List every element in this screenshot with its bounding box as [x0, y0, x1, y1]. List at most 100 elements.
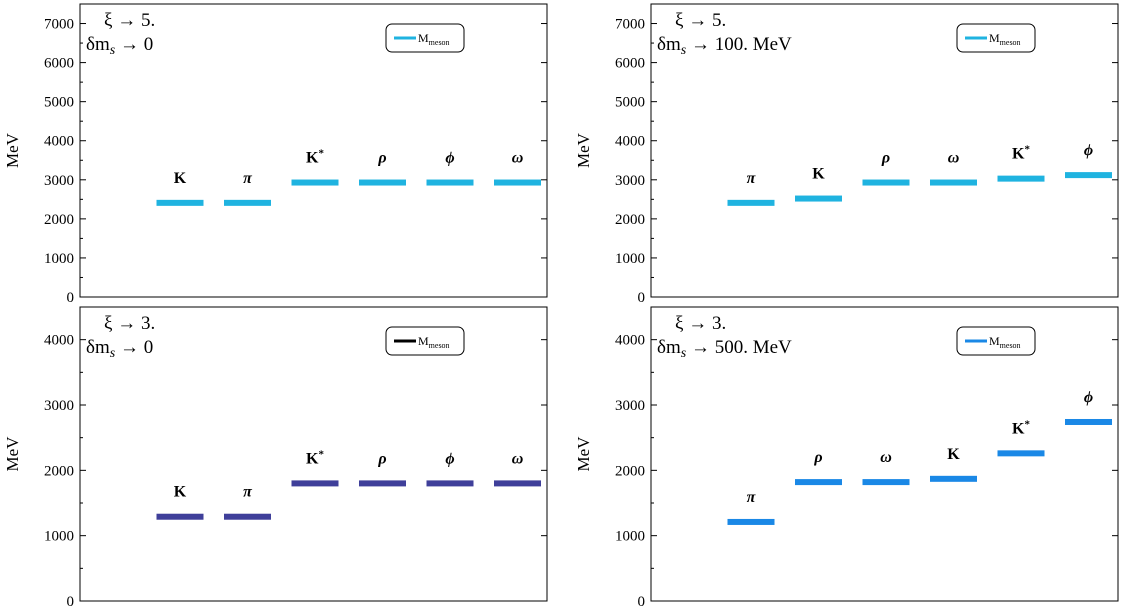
param-delta-ms: δms → 0 — [86, 34, 153, 58]
panel-1: 0 1000 2000 3000 4000 5000 6000 7000 MeV ξ → 5. δm… — [3, 3, 548, 306]
level-bar — [426, 179, 474, 186]
legend-label: Mmeson — [989, 31, 1021, 47]
y-tick-label: 3000 — [44, 173, 74, 189]
category-label: K* — [1012, 144, 1030, 163]
y-tick-label: 2000 — [44, 463, 74, 479]
category-label: ϕ — [1084, 389, 1093, 406]
y-tick-label: 1000 — [44, 529, 74, 545]
category-label: K* — [306, 448, 324, 467]
legend-label: Mmeson — [418, 31, 450, 47]
category-label: K — [174, 170, 187, 187]
category-label: ϕ — [445, 450, 454, 467]
level-bar — [862, 179, 910, 186]
y-tick-label: 2000 — [615, 212, 645, 228]
category-label: ρ — [813, 449, 822, 466]
plot-frame — [79, 3, 548, 298]
legend-box — [956, 326, 1036, 356]
level-bar — [291, 480, 339, 487]
y-axis-label: MeV — [574, 132, 593, 168]
param-delta-ms: δms → 0 — [86, 337, 153, 361]
y-tick-label: 1000 — [615, 251, 645, 267]
level-bar — [862, 479, 910, 486]
category-label: K — [174, 484, 187, 501]
y-tick-label: 5000 — [44, 95, 74, 111]
category-label: π — [243, 484, 253, 501]
panel-4: 0 1000 2000 3000 4000 MeV ξ → 3. δms → 500. MeV… — [574, 306, 1119, 607]
category-label: K* — [306, 148, 324, 167]
level-bar — [359, 480, 406, 487]
legend: Mmeson — [385, 23, 465, 53]
legend-label: Mmeson — [418, 334, 450, 350]
y-tick-label: 4000 — [44, 134, 74, 150]
y-tick-label: 4000 — [615, 134, 645, 150]
param-xi: ξ → 3. — [675, 313, 726, 334]
level-bar — [1065, 418, 1112, 425]
legend-label: Mmeson — [989, 334, 1021, 350]
y-tick-label: 2000 — [44, 212, 74, 228]
level-bar — [156, 199, 204, 206]
y-tick-label: 7000 — [44, 17, 74, 33]
category-label: K — [812, 166, 825, 183]
category-label: ϕ — [1084, 142, 1093, 159]
y-tick-label: 0 — [67, 290, 75, 306]
y-tick-label: 0 — [638, 594, 646, 607]
category-label: π — [747, 489, 757, 506]
legend: Mmeson — [956, 23, 1036, 53]
level-bar — [359, 179, 406, 186]
legend-box — [385, 23, 465, 53]
category-label: ρ — [377, 450, 386, 467]
y-tick-label: 1000 — [615, 529, 645, 545]
level-bar — [156, 513, 204, 520]
plot-frame — [79, 306, 548, 602]
legend-box — [385, 326, 465, 356]
category-label: ω — [512, 150, 524, 167]
legend-box — [956, 23, 1036, 53]
level-bar — [795, 195, 842, 202]
category-label: ω — [948, 150, 960, 167]
category-label: ρ — [377, 150, 386, 167]
category-label: ω — [880, 449, 892, 466]
level-bar — [426, 480, 474, 487]
y-axis-label: MeV — [3, 132, 22, 168]
panel-2: 0 1000 2000 3000 4000 5000 6000 7000 MeV ξ → 5. δm… — [574, 3, 1119, 306]
param-delta-ms: δms → 500. MeV — [657, 337, 792, 361]
level-bar — [224, 513, 271, 520]
y-tick-label: 2000 — [615, 463, 645, 479]
y-tick-label: 4000 — [44, 333, 74, 349]
level-bar — [930, 179, 977, 186]
y-tick-label: 6000 — [44, 56, 74, 72]
level-bar — [795, 479, 842, 486]
y-axis-label: MeV — [3, 436, 22, 472]
level-bar — [727, 518, 775, 525]
y-tick-label: 0 — [67, 594, 75, 607]
level-bar — [997, 450, 1045, 457]
level-bar — [224, 199, 271, 206]
y-tick-label: 4000 — [615, 333, 645, 349]
level-bar — [1065, 172, 1112, 179]
plot-frame — [650, 306, 1119, 602]
level-bar — [997, 175, 1045, 182]
param-delta-ms: δms → 100. MeV — [657, 34, 792, 58]
y-tick-label: 1000 — [44, 251, 74, 267]
level-bar — [494, 179, 541, 186]
level-bar — [494, 480, 541, 487]
level-bar — [930, 475, 977, 482]
y-tick-label: 3000 — [44, 398, 74, 414]
legend: Mmeson — [956, 326, 1036, 356]
category-label: ρ — [881, 150, 890, 167]
y-tick-label: 6000 — [615, 56, 645, 72]
y-tick-label: 0 — [638, 290, 646, 306]
param-xi: ξ → 3. — [104, 313, 155, 334]
category-label: ω — [512, 450, 524, 467]
level-bar — [291, 179, 339, 186]
y-tick-label: 3000 — [615, 173, 645, 189]
plot-frame — [650, 3, 1119, 298]
level-bar — [727, 199, 775, 206]
category-label: K* — [1012, 418, 1030, 437]
category-label: π — [243, 170, 253, 187]
category-label: K — [947, 446, 960, 463]
category-label: π — [747, 170, 757, 187]
y-tick-label: 5000 — [615, 95, 645, 111]
category-label: ϕ — [445, 150, 454, 167]
